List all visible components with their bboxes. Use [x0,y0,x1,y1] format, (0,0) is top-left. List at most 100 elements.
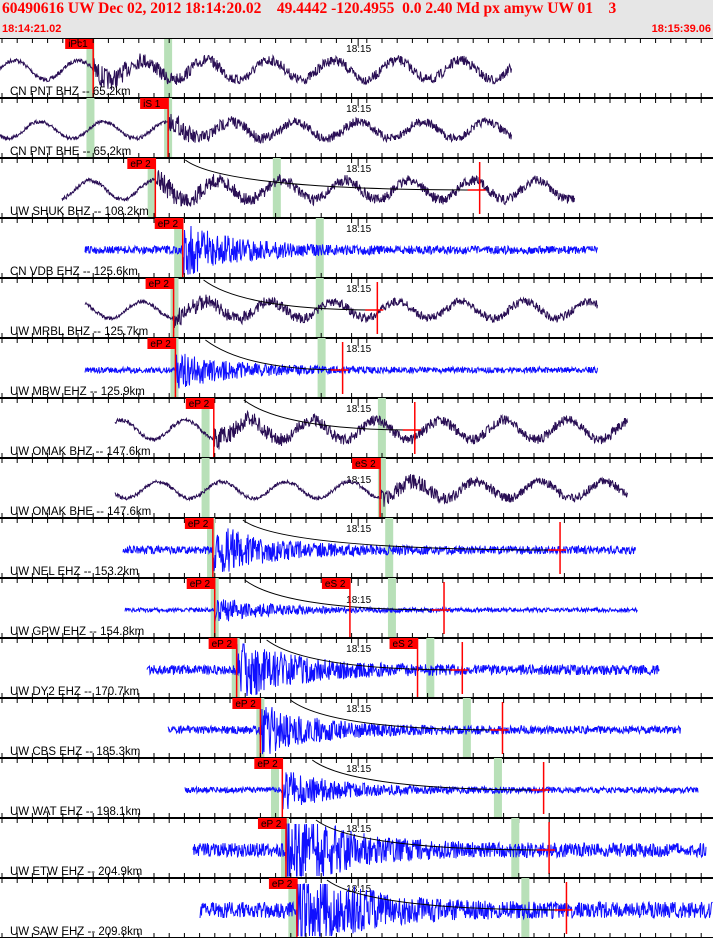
theoretical-arrival-band [377,458,386,518]
phase-pick-flag[interactable] [154,218,183,229]
station-label: UW SHUK BHZ -- 108.2km [10,206,149,218]
theoretical-arrival-band [201,458,210,518]
trace-row[interactable]: 18:15 eP 2 eS 2 UW GPW EHZ -- 154.8km [0,578,713,643]
trace-row[interactable]: 18:15 eP 2 UW MBW EHZ -- 125.9km [0,338,713,403]
minute-label: 18:15 [346,884,371,895]
station-label: CN PNT BHE -- 65.2km [10,146,131,158]
minute-label: 18:15 [346,404,371,415]
coda-decay-curve [242,519,561,551]
theoretical-arrival-band [174,218,183,278]
phase-pick-label: eS 2 [393,639,414,650]
trace-row[interactable]: 18:15 eP 2 UW CBS EHZ -- 185.3km [0,698,713,763]
coda-decay-curve [185,159,480,191]
trace-row[interactable]: 18:15 eP 2 UW ETW EHZ -- 204.9km [0,818,713,883]
minute-label: 18:15 [346,704,371,715]
phase-pick-flag[interactable] [145,278,174,289]
waveform [124,599,638,622]
phase-pick-label: eP 2 [257,759,278,770]
time-ticks [1,513,702,523]
phase-pick-flag[interactable] [65,38,94,49]
coda-decay-curve [203,279,378,311]
phase-pick-flag[interactable] [185,398,214,409]
station-label: UW DY2 EHZ -- 170.7km [10,686,139,698]
waveform [0,113,512,144]
phase-pick-flag[interactable] [184,518,213,529]
trace-row[interactable]: 18:15 eP 2 CN VDB EHZ -- 125.6km [0,218,713,283]
waveform [122,528,636,576]
station-label: CN PNT BHZ -- 65.2km [10,86,131,98]
phase-pick-flag[interactable] [208,638,237,649]
trace-row[interactable]: 18:15 eP 2 UW SHUK BHZ -- 108.2km [0,158,713,223]
theoretical-arrival-band [493,758,502,818]
station-label: UW OMAK BHZ -- 147.6km [10,446,151,458]
trace-row[interactable]: 18:15 iPc1 CN PNT BHZ -- 65.2km [0,38,713,103]
time-ticks [1,393,702,403]
coda-decay-curve [312,759,544,791]
waveform [84,225,598,275]
coda-decay-curve [243,399,415,431]
phase-pick-flag[interactable] [140,98,169,109]
phase-pick-flag[interactable] [147,338,176,349]
theoretical-arrival-band [170,278,179,338]
waveform [184,772,699,810]
minute-label: 18:15 [346,44,371,55]
phase-pick-label: iS 1 [143,99,161,110]
phase-pick-label: eS 2 [325,579,346,590]
station-label: UW ETW EHZ -- 204.9km [10,866,142,878]
waveform [199,883,713,937]
phase-pick-label: eP 2 [188,519,209,530]
waveform [114,409,628,450]
seismogram-panel[interactable]: 18:15 iPc1 CN PNT BHZ -- 65.2km 18:15 iS 1 CN… [0,38,713,938]
theoretical-arrival-band [201,398,210,458]
phase-pick-label: iPc1 [68,39,88,50]
phase-pick-label: eP 2 [235,699,256,710]
time-ticks [1,453,702,463]
phase-pick-flag[interactable] [186,578,215,589]
time-ticks [1,873,702,883]
phase-pick-flag[interactable] [352,458,381,469]
station-label: UW MBW EHZ -- 125.9km [10,386,145,398]
trace-row[interactable]: 18:15 eS 2 UW OMAK BHE -- 147.6km [0,458,713,523]
time-ticks [1,38,702,43]
phase-pick-flag[interactable] [127,158,156,169]
trace-row[interactable]: 18:15 eP 2 UW SAW EHZ -- 209.8km [0,878,713,938]
minute-label: 18:15 [346,644,371,655]
station-label: UW GPW EHZ -- 154.8km [10,626,144,638]
coda-decay-curve [315,819,550,851]
phase-pick-flag[interactable] [254,758,283,769]
phase-pick-flag[interactable] [321,578,350,589]
trace-row[interactable]: 18:15 eP 2 UW NEL EHZ -- 153.2km [0,518,713,583]
phase-pick-flag[interactable] [232,698,261,709]
theoretical-arrival-band [86,38,95,98]
event-header: 60490616 UW Dec 02, 2012 18:14:20.02 49.… [0,0,713,38]
phase-pick-label: eS 2 [355,459,376,470]
phase-pick-flag[interactable] [257,818,286,829]
minute-label: 18:15 [346,824,371,835]
phase-pick-label: eP 2 [261,819,282,830]
station-label: UW CBS EHZ -- 185.3km [10,746,140,758]
theoretical-arrival-band [317,338,326,398]
time-ticks [1,573,702,583]
station-label: UW SAW EHZ -- 209.8km [10,926,142,938]
coda-decay-curve [290,699,503,731]
phase-pick-label: eP 2 [150,339,171,350]
minute-label: 18:15 [346,224,371,235]
phase-pick-flag[interactable] [389,638,418,649]
phase-pick-flag[interactable] [268,878,297,889]
theoretical-arrival-band [387,578,396,638]
trace-row[interactable]: 18:15 eP 2 UW MRBL BHZ -- 125.7km [0,278,713,343]
theoretical-arrival-band [164,38,173,98]
minute-label: 18:15 [346,104,371,115]
phase-pick-label: eP 2 [158,219,179,230]
trace-row[interactable]: 18:15 iS 1 CN PNT BHE -- 65.2km [0,98,713,163]
trace-row[interactable]: 18:15 eP 2 eS 2 UW DY2 EHZ -- 170.7km [0,638,713,703]
minute-label: 18:15 [346,284,371,295]
waveform [146,643,660,697]
phase-pick-label: eP 2 [272,879,293,890]
theoretical-arrival-band [426,638,435,698]
theoretical-arrival-band [272,158,281,218]
time-ticks [1,693,702,703]
trace-row[interactable]: 18:15 eP 2 UW WAT EHZ -- 198.1km [0,758,713,823]
station-label: UW WAT EHZ -- 198.1km [10,806,141,818]
trace-row[interactable]: 18:15 eP 2 UW OMAK BHZ -- 147.6km [0,398,713,463]
